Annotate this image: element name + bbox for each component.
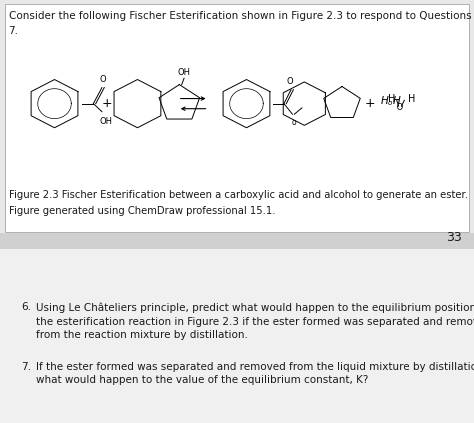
FancyBboxPatch shape xyxy=(0,233,474,249)
Text: H: H xyxy=(388,94,396,104)
Text: O: O xyxy=(395,103,404,113)
Text: OH: OH xyxy=(99,117,112,126)
Text: O: O xyxy=(286,77,293,86)
Text: $H_{o}H$: $H_{o}H$ xyxy=(380,95,402,108)
Text: 7.: 7. xyxy=(9,26,18,36)
Text: OH: OH xyxy=(178,68,191,77)
Text: H: H xyxy=(408,94,415,104)
Text: O: O xyxy=(100,75,106,84)
Text: +: + xyxy=(365,97,375,110)
FancyBboxPatch shape xyxy=(0,249,474,423)
Text: +: + xyxy=(101,97,112,110)
Text: Figure 2.3 Fischer Esterification between a carboxylic acid and alcohol to gener: Figure 2.3 Fischer Esterification betwee… xyxy=(9,190,467,200)
Text: o: o xyxy=(292,118,297,126)
Text: 6.: 6. xyxy=(21,302,31,313)
Text: Consider the following Fischer Esterification shown in Figure 2.3 to respond to : Consider the following Fischer Esterific… xyxy=(9,11,474,21)
Text: 7.: 7. xyxy=(21,362,31,372)
FancyBboxPatch shape xyxy=(5,4,469,232)
Text: If the ester formed was separated and removed from the liquid mixture by distill: If the ester formed was separated and re… xyxy=(36,362,474,385)
Text: 33: 33 xyxy=(447,231,462,244)
Text: Using Le Châteliers principle, predict what would happen to the equilibrium posi: Using Le Châteliers principle, predict w… xyxy=(36,302,474,340)
Text: Figure generated using ChemDraw professional 15.1.: Figure generated using ChemDraw professi… xyxy=(9,206,275,216)
